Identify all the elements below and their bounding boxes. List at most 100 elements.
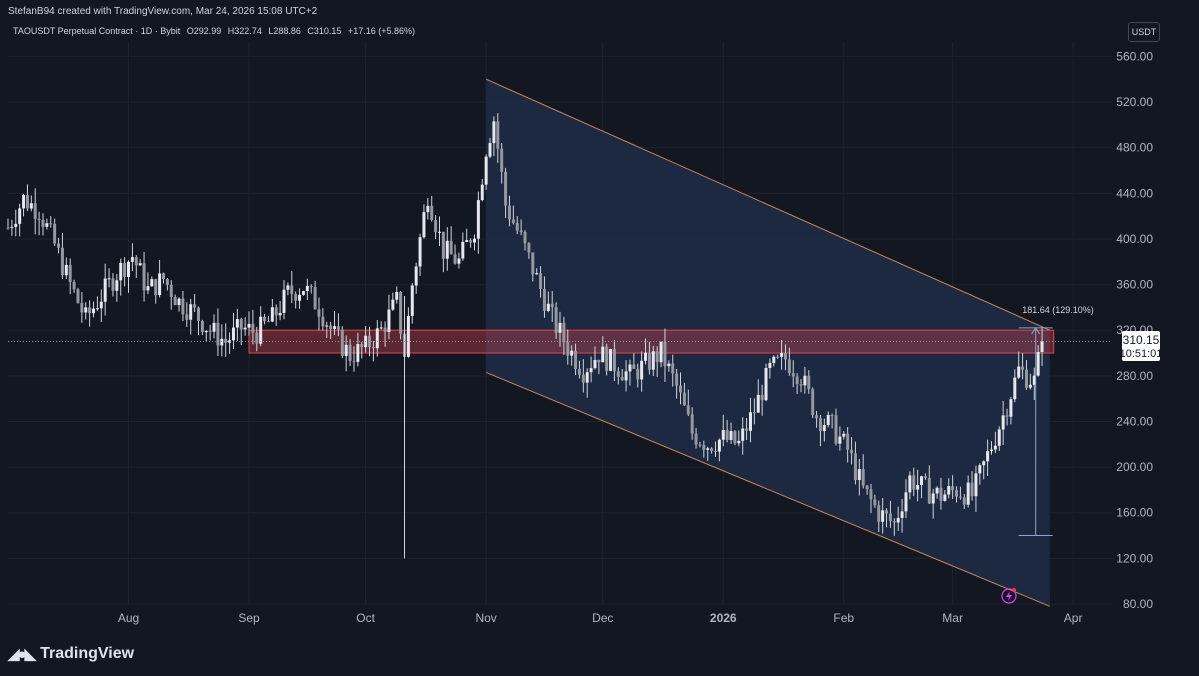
candle-body xyxy=(737,440,741,444)
candle-body xyxy=(220,338,224,346)
candle-body xyxy=(391,299,395,310)
measure-label: 181.64 (129.10%) xyxy=(1022,305,1094,315)
candle-body xyxy=(593,359,597,369)
candle-body xyxy=(457,258,461,264)
candle-body xyxy=(519,230,523,232)
x-tick-label: Aug xyxy=(118,611,139,625)
candle-body xyxy=(535,273,539,275)
candle-body xyxy=(414,266,418,286)
ohlc-open: O292.99 xyxy=(186,26,222,36)
candle-body xyxy=(885,510,889,514)
candle-body xyxy=(523,231,527,244)
candle-body xyxy=(395,291,399,300)
candle-body xyxy=(562,322,566,343)
candle-body xyxy=(154,279,158,296)
candle-body xyxy=(651,351,655,370)
candle-body xyxy=(620,376,624,381)
channel-lower-line xyxy=(485,371,1050,607)
candle-body xyxy=(484,156,488,185)
candle-body xyxy=(76,289,80,303)
candle-body xyxy=(577,368,581,375)
price-tag-box xyxy=(1122,331,1160,361)
candle-body xyxy=(301,291,305,295)
candle-body xyxy=(235,319,239,328)
candle-body xyxy=(282,289,286,313)
candle-body xyxy=(585,372,589,383)
candle-body xyxy=(426,205,430,213)
candle-body xyxy=(488,143,492,157)
candle-body xyxy=(356,344,360,362)
y-axis[interactable]: 80.00120.00160.00200.00240.00280.00320.0… xyxy=(1116,49,1153,611)
candle-body xyxy=(741,428,745,441)
candle-body xyxy=(371,347,375,349)
candle-body xyxy=(667,363,671,367)
candle-body xyxy=(472,238,476,243)
candle-body xyxy=(671,363,675,374)
candles xyxy=(6,113,1044,559)
candle-body xyxy=(612,349,616,372)
candle-body xyxy=(834,415,838,444)
candle-body xyxy=(434,220,438,233)
candle-body xyxy=(49,223,53,225)
candle-body xyxy=(748,412,752,431)
candle-body xyxy=(305,285,309,292)
candle-body xyxy=(850,449,854,454)
candle-body xyxy=(1028,384,1032,388)
candle-body xyxy=(45,223,49,227)
candle-body xyxy=(1040,341,1044,352)
candle-body xyxy=(150,279,154,287)
candle-body xyxy=(348,344,352,361)
candle-body xyxy=(655,351,659,363)
candle-body xyxy=(29,203,33,209)
candle-body xyxy=(130,257,134,262)
candle-body xyxy=(760,394,764,401)
candle-body xyxy=(379,327,383,329)
x-axis[interactable]: Aug Sep Oct Nov Dec 2026 Feb Mar Apr xyxy=(118,611,1083,625)
candle-body xyxy=(636,368,640,380)
candle-body xyxy=(476,200,480,239)
candle-body xyxy=(239,319,243,330)
y-tick-label: 520.00 xyxy=(1116,95,1153,109)
candle-body xyxy=(624,371,628,381)
candle-body xyxy=(756,394,760,413)
candle-body xyxy=(908,475,912,493)
candle-body xyxy=(57,243,61,248)
candle-body xyxy=(690,414,694,434)
x-tick-label: Mar xyxy=(942,611,963,625)
candle-body xyxy=(542,288,546,311)
tradingview-logo[interactable]: ◢●◣ TradingView xyxy=(8,645,134,663)
candle-body xyxy=(1032,375,1036,385)
candle-body xyxy=(196,307,200,321)
y-tick-label: 480.00 xyxy=(1116,141,1153,155)
price-tag-countdown: 10:51:01 xyxy=(1120,348,1163,360)
candle-body xyxy=(962,497,966,505)
candle-body xyxy=(865,485,869,490)
symbol-legend[interactable]: TAOUSDT Perpetual Contract · 1D · Bybit … xyxy=(13,26,419,36)
candle-body xyxy=(111,278,115,291)
candle-body xyxy=(888,513,892,522)
candle-body xyxy=(1036,351,1040,376)
candle-body xyxy=(449,240,453,255)
currency-button[interactable]: USDT xyxy=(1128,22,1160,42)
candle-body xyxy=(966,482,970,505)
candle-body xyxy=(165,279,169,285)
candle-body xyxy=(68,264,72,282)
symbol-name[interactable]: TAOUSDT Perpetual Contract · 1D · Bybit xyxy=(13,26,181,36)
ohlc-close: C310.15 xyxy=(307,26,342,36)
candle-body xyxy=(927,478,931,504)
candle-body xyxy=(830,414,834,416)
ohlc-change: +17.16 (+5.86%) xyxy=(347,26,416,36)
candle-body xyxy=(278,312,282,316)
candle-body xyxy=(997,429,1001,446)
alert-icon[interactable] xyxy=(1001,588,1017,604)
candle-body xyxy=(317,309,321,317)
candle-body xyxy=(418,237,422,267)
candle-body xyxy=(231,327,235,341)
candle-body xyxy=(247,323,251,328)
candle-body xyxy=(504,171,508,206)
candle-body xyxy=(333,326,337,329)
y-tick-label: 240.00 xyxy=(1116,414,1153,428)
candle-body xyxy=(857,469,861,481)
candle-body xyxy=(1017,366,1021,378)
